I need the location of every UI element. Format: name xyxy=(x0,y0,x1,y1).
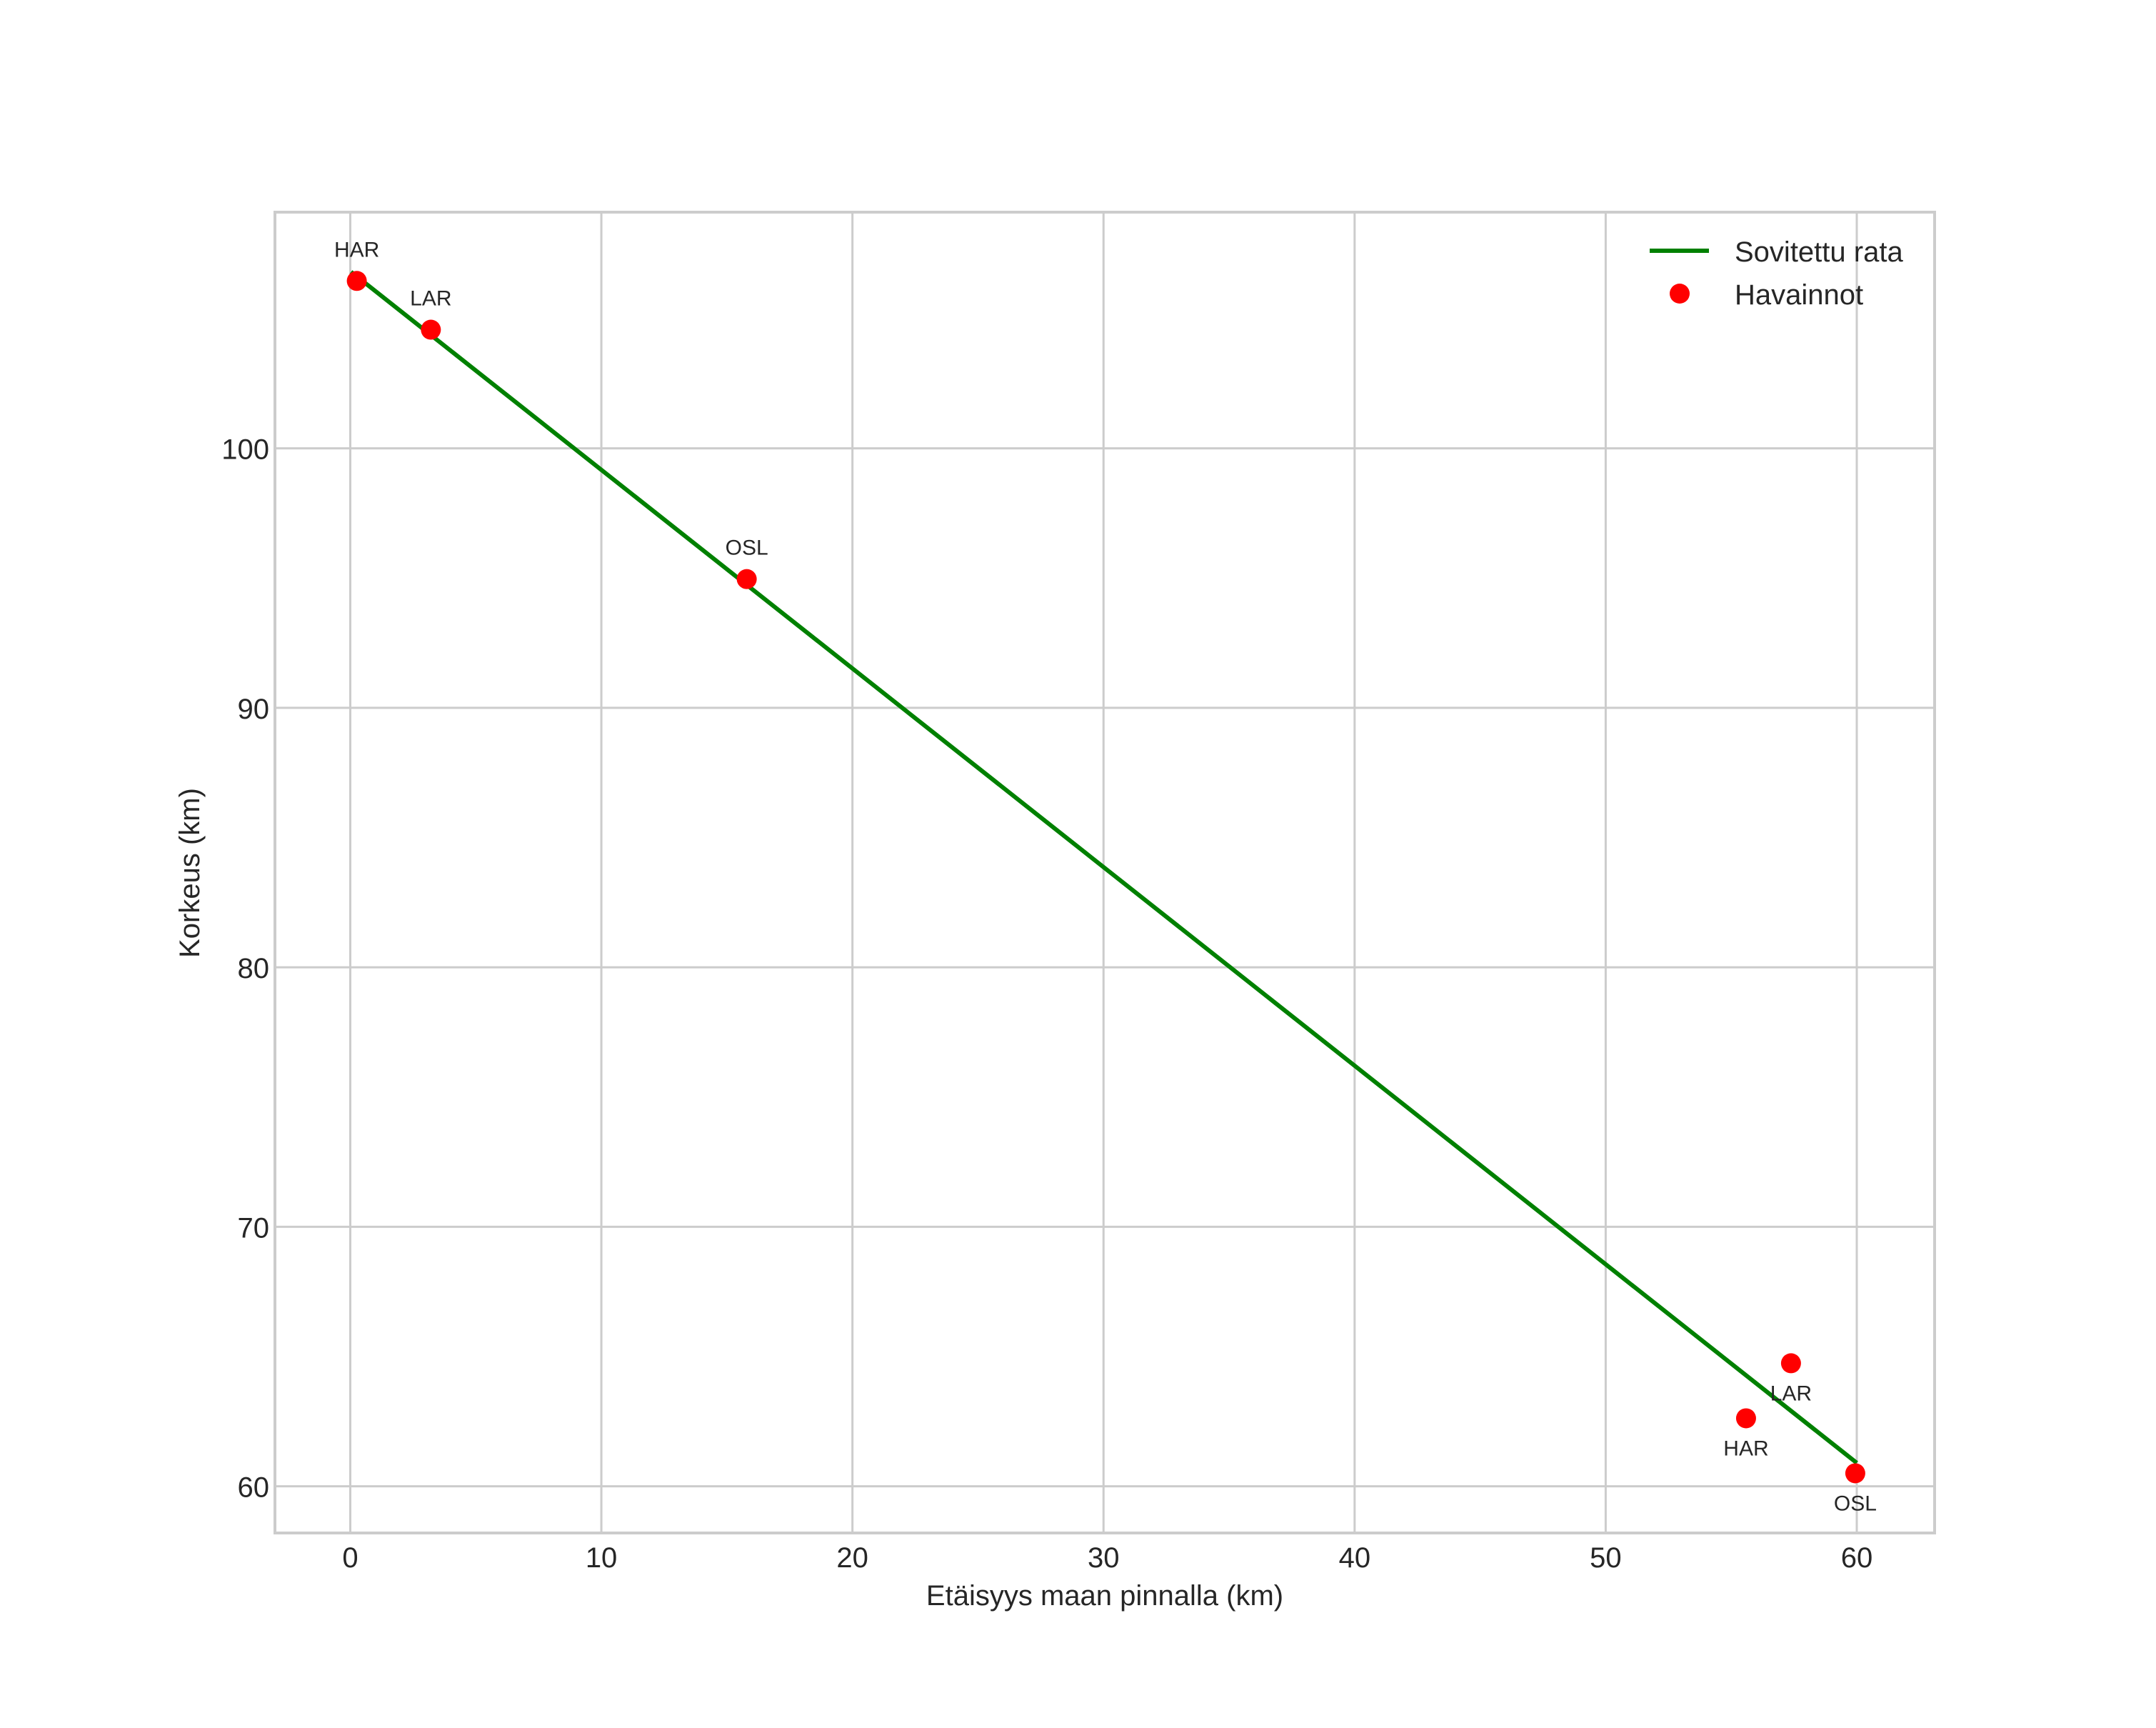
x-tick-label: 40 xyxy=(1339,1542,1371,1574)
observation-point: OSL xyxy=(726,536,768,589)
x-tick-label: 60 xyxy=(1841,1542,1873,1574)
observation-point: LAR xyxy=(410,287,452,340)
fitted-line-path xyxy=(349,270,1858,1465)
station-label: HAR xyxy=(1723,1437,1768,1460)
legend-item-observations: Havainnot xyxy=(1670,279,1863,311)
station-label: OSL xyxy=(726,536,768,560)
observation-point: OSL xyxy=(1834,1463,1877,1515)
station-label: HAR xyxy=(334,238,379,261)
legend: Sovitettu rata Havainnot xyxy=(1650,236,1903,311)
x-tick-label: 20 xyxy=(836,1542,868,1574)
x-axis-tick-labels: 0 10 20 30 40 50 60 xyxy=(342,1542,1872,1574)
x-tick-label: 50 xyxy=(1590,1542,1622,1574)
x-tick-label: 10 xyxy=(586,1542,618,1574)
x-tick-label: 30 xyxy=(1088,1542,1120,1574)
observation-marker-icon xyxy=(1735,1408,1756,1429)
observation-marker-icon xyxy=(736,569,757,589)
station-label: LAR xyxy=(1770,1382,1812,1405)
legend-label-fitted-trajectory: Sovitettu rata xyxy=(1735,236,1903,268)
y-tick-label: 60 xyxy=(238,1472,270,1504)
plot-frame xyxy=(274,211,1936,1534)
observation-marker-icon xyxy=(346,271,367,291)
legend-dot-icon xyxy=(1670,284,1690,304)
x-tick-label: 0 xyxy=(342,1542,358,1574)
y-axis-tick-labels: 60 70 80 90 100 xyxy=(221,434,269,1504)
legend-item-fitted-trajectory: Sovitettu rata xyxy=(1650,236,1903,268)
observation-point: HAR xyxy=(1723,1408,1769,1460)
station-label: OSL xyxy=(1834,1492,1877,1515)
observation-point: LAR xyxy=(1770,1353,1812,1405)
legend-label-observations: Havainnot xyxy=(1735,279,1863,311)
y-axis-label: Korkeus (km) xyxy=(174,788,206,958)
y-tick-label: 100 xyxy=(221,434,269,466)
y-tick-label: 90 xyxy=(238,694,270,725)
y-tick-label: 70 xyxy=(238,1212,270,1244)
observation-marker-icon xyxy=(1845,1463,1865,1484)
station-label: LAR xyxy=(410,287,451,311)
fitted-trajectory-line xyxy=(349,270,1858,1465)
observation-marker-icon xyxy=(1780,1353,1801,1374)
observation-points: HAR LAR OSL HAR LAR OSL xyxy=(334,238,1877,1515)
observation-marker-icon xyxy=(421,319,441,340)
observation-point: HAR xyxy=(334,238,379,291)
y-tick-label: 80 xyxy=(238,953,270,984)
grid-lines xyxy=(275,212,1935,1533)
x-axis-label: Etäisyys maan pinnalla (km) xyxy=(926,1580,1283,1612)
plot-area: HAR LAR OSL HAR LAR OSL xyxy=(274,211,1936,1534)
